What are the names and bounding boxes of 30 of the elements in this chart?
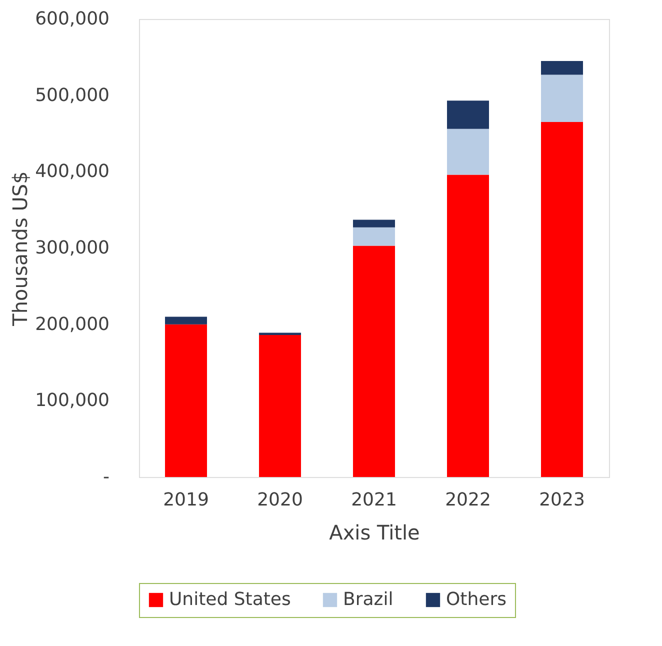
x-axis-title: Axis Title (329, 520, 420, 544)
bar (541, 60, 583, 75)
x-tick-label: 2023 (539, 490, 585, 510)
legend-label: United States (169, 589, 291, 610)
legend-label: Others (446, 589, 506, 610)
x-tick-label: 2020 (257, 490, 303, 510)
y-tick-label: 200,000 (35, 314, 110, 335)
bar (447, 128, 489, 175)
bar (259, 335, 301, 477)
bar (447, 174, 489, 477)
y-tick-label: 400,000 (35, 161, 110, 182)
bar (447, 100, 489, 129)
x-tick-label: 2022 (445, 490, 491, 510)
bar (353, 246, 395, 477)
bar (165, 324, 207, 477)
bar (165, 316, 207, 324)
legend-label: Brazil (343, 589, 394, 610)
y-tick-label: 500,000 (35, 84, 110, 106)
y-tick-label: 300,000 (35, 238, 110, 258)
y-tick-label: 100,000 (35, 390, 110, 412)
y-tick-label: - (103, 466, 110, 488)
bar (353, 227, 395, 246)
bar (353, 220, 395, 228)
bar (541, 122, 583, 477)
x-tick-label: 2021 (351, 490, 397, 510)
bar (259, 332, 301, 336)
bar (541, 74, 583, 122)
x-tick-label: 2019 (163, 490, 209, 510)
y-axis-title: Thousands US$ (8, 171, 32, 327)
y-tick-label: 600,000 (35, 8, 110, 30)
